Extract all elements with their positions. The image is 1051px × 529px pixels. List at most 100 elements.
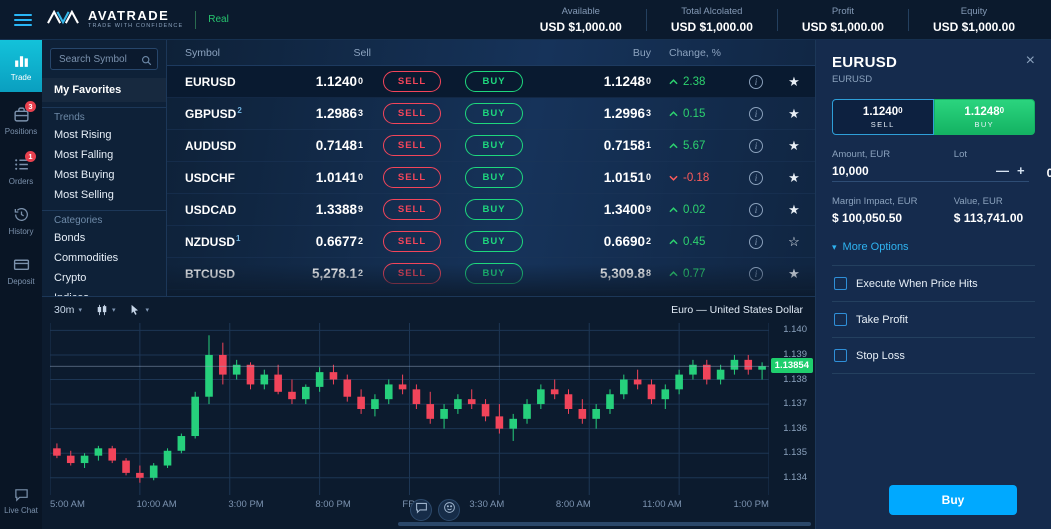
symbols-list-item[interactable]: Most Selling <box>54 189 114 201</box>
buy-button[interactable]: BUY <box>465 135 523 156</box>
amount-input[interactable] <box>832 163 992 178</box>
sidebar-item-deposit[interactable]: Deposit <box>0 248 42 292</box>
timeframe-select[interactable]: 30m ▾ <box>54 304 82 316</box>
symbols-list-item[interactable]: Bonds <box>54 232 86 244</box>
column-header-symbol: Symbol <box>185 46 221 59</box>
divider <box>645 8 647 31</box>
buy-price: 5,309.88 <box>599 266 651 281</box>
buy-button[interactable]: BUY <box>465 167 523 188</box>
sidebar-item-orders[interactable]: 1 Orders <box>0 148 42 192</box>
increase-amount-button[interactable]: + <box>1017 163 1025 178</box>
quote-row[interactable]: BTCUSD 5,278.12 SELL BUY 5,309.88 0.77 i ★ <box>167 258 815 290</box>
chat-widget-icon[interactable] <box>410 499 432 521</box>
sell-button[interactable]: SELL <box>383 199 441 220</box>
info-cell: i <box>739 266 773 281</box>
order-option-row[interactable]: Take Profit <box>832 301 1035 337</box>
search-icon[interactable] <box>141 53 152 71</box>
more-options-toggle[interactable]: ▾ More Options <box>832 241 1035 253</box>
sell-button[interactable]: SELL <box>383 263 441 284</box>
symbols-list-item[interactable]: Most Buying <box>54 169 115 181</box>
time-axis-label: 3:30 AM <box>469 499 505 510</box>
sell-button-cell: SELL <box>371 135 453 156</box>
order-side-toggle: 1.12400 SELL 1.12480 BUY <box>832 99 1035 135</box>
buy-button[interactable]: BUY <box>465 199 523 220</box>
smiley-widget-icon[interactable] <box>438 499 460 521</box>
sidebar-item-positions[interactable]: 3 Positions <box>0 98 42 142</box>
info-icon[interactable]: i <box>749 138 763 153</box>
buy-price: 0.66902 <box>603 234 651 249</box>
favorite-star-icon[interactable]: ☆ <box>788 233 800 249</box>
info-icon[interactable]: i <box>749 106 763 121</box>
favorite-star-icon[interactable]: ★ <box>788 105 800 121</box>
sell-side-button[interactable]: 1.12400 SELL <box>832 99 934 135</box>
favorite-star-icon[interactable]: ★ <box>788 265 800 281</box>
nav-list: Trade 3 Positions 1 Orders History Deposit <box>0 40 42 298</box>
symbols-list-item[interactable]: Crypto <box>54 272 87 284</box>
quote-row[interactable]: NZDUSD1 0.66772 SELL BUY 0.66902 0.45 i ☆ <box>167 226 815 258</box>
change-percent: 0.15 <box>659 108 739 120</box>
symbols-list-item[interactable]: Commodities <box>54 252 119 264</box>
info-icon[interactable]: i <box>749 202 763 217</box>
buy-side-button[interactable]: 1.12480 BUY <box>933 99 1035 135</box>
order-option-row[interactable]: Execute When Price Hits <box>832 265 1035 301</box>
favorite-star-icon[interactable]: ★ <box>788 73 800 89</box>
buy-button[interactable]: BUY <box>465 263 523 284</box>
favorite-star-icon[interactable]: ★ <box>788 137 800 153</box>
sell-side-price: 1.12400 <box>862 105 903 118</box>
lot-value: 0.10 <box>1046 165 1051 180</box>
info-icon[interactable]: i <box>749 234 763 249</box>
chart-type-select[interactable]: ▾ <box>96 304 115 316</box>
sell-button[interactable]: SELL <box>383 71 441 92</box>
buy-button-cell: BUY <box>453 167 535 188</box>
symbols-list-item-favorites[interactable]: My Favorites <box>42 78 166 102</box>
chat-icon <box>14 487 29 502</box>
menu-icon[interactable] <box>14 11 32 29</box>
buy-side-price: 1.12480 <box>964 105 1005 118</box>
favorite-star-icon[interactable]: ★ <box>788 169 800 185</box>
price-axis: 1.140 1.139 1.138 1.137 1.136 1.135 1.134 1.138… <box>770 323 815 495</box>
symbols-list-item[interactable]: Most Falling <box>54 149 114 161</box>
orders-icon <box>13 156 30 173</box>
sell-button[interactable]: SELL <box>383 103 441 124</box>
checkbox[interactable] <box>834 349 847 362</box>
sell-button-cell: SELL <box>371 263 453 284</box>
sell-button[interactable]: SELL <box>383 167 441 188</box>
column-header-sell: Sell <box>353 46 371 59</box>
symbols-list-item[interactable]: Most Rising <box>54 129 112 141</box>
quote-row[interactable]: GBPUSD2 1.29863 SELL BUY 1.29963 0.15 i ★ <box>167 98 815 130</box>
quote-row[interactable]: USDCAD 1.33889 SELL BUY 1.34009 0.02 i ★ <box>167 194 815 226</box>
buy-submit-button[interactable]: Buy <box>889 485 1017 515</box>
sidebar-item-trade[interactable]: Trade <box>0 40 42 92</box>
info-icon[interactable]: i <box>749 170 763 185</box>
symbols-list-item[interactable]: Indices <box>42 288 166 296</box>
time-axis-label: 11:00 AM <box>642 499 682 510</box>
buy-button[interactable]: BUY <box>465 103 523 124</box>
checkbox[interactable] <box>834 277 847 290</box>
close-icon[interactable]: × <box>1025 52 1035 69</box>
quote-row[interactable]: AUDUSD 0.71481 SELL BUY 0.71581 5.67 i ★ <box>167 130 815 162</box>
quote-row[interactable]: USDCHF 1.01410 SELL BUY 1.01510 -0.18 i ★ <box>167 162 815 194</box>
buy-button[interactable]: BUY <box>465 71 523 92</box>
info-icon[interactable]: i <box>749 266 763 281</box>
quote-row[interactable]: EURUSD 1.12400 SELL BUY 1.12480 2.38 i ★ <box>167 66 815 98</box>
sidebar-item-live-chat[interactable]: Live Chat <box>0 479 42 521</box>
favorite-star-icon[interactable]: ★ <box>788 201 800 217</box>
sidebar-item-label: Orders <box>8 177 34 186</box>
candlestick-chart[interactable] <box>50 323 769 495</box>
sidebar-item-history[interactable]: History <box>0 198 42 242</box>
chart-scrollbar[interactable] <box>397 522 811 526</box>
sell-button[interactable]: SELL <box>383 135 441 156</box>
checkbox[interactable] <box>834 313 847 326</box>
buy-button[interactable]: BUY <box>465 231 523 252</box>
cursor-tool-select[interactable]: ▾ <box>129 304 149 316</box>
price-axis-label: 1.136 <box>783 422 807 434</box>
account-stat: Equity USD $1,000.00 <box>909 6 1039 34</box>
sell-button[interactable]: SELL <box>383 231 441 252</box>
avatrade-logo: AVATRADE TRADE WITH CONFIDENCE Real <box>46 9 229 30</box>
info-icon[interactable]: i <box>749 74 763 89</box>
search-input[interactable] <box>50 48 158 70</box>
order-option-row[interactable]: Stop Loss <box>832 337 1035 373</box>
change-percent: 0.77 <box>659 268 739 280</box>
decrease-amount-button[interactable]: — <box>996 163 1009 178</box>
chevron-down-icon: ▾ <box>145 307 149 314</box>
